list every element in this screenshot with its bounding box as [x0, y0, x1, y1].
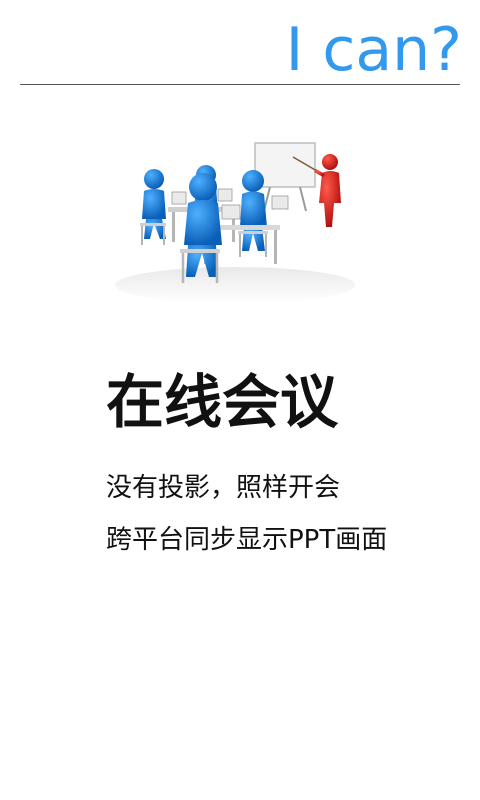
feature-description-line: 没有投影，照样开会 — [106, 473, 341, 503]
attendee-figure-icon — [180, 173, 222, 283]
feature-description-line: 跨平台同步显示PPT画面 — [106, 525, 388, 555]
attendee-figure-icon — [140, 169, 166, 245]
brand-title: I can? — [285, 15, 462, 85]
feature-title: 在线会议 — [106, 368, 339, 436]
meeting-presentation-illustration — [115, 142, 355, 303]
presenter-figure-icon — [292, 154, 341, 227]
header-divider — [20, 84, 460, 85]
attendee-figure-icon — [238, 170, 268, 257]
laptop-icon — [171, 188, 289, 220]
